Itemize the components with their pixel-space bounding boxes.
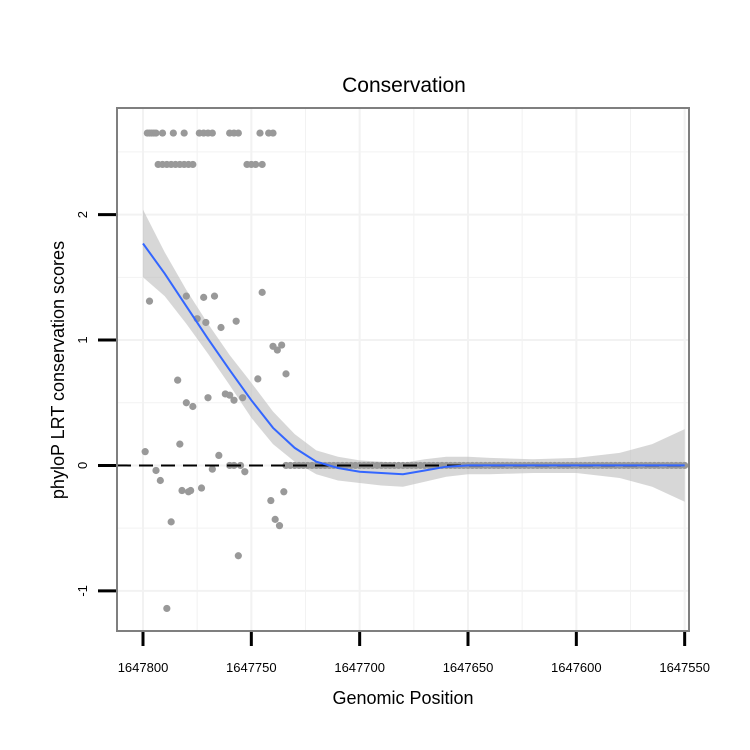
- confidence-band: [143, 209, 685, 502]
- y-tick-label: 0: [75, 462, 90, 469]
- x-tick-label: 1647750: [226, 660, 277, 675]
- data-point: [197, 484, 206, 492]
- data-point: [258, 160, 266, 169]
- y-tick-label: 2: [75, 211, 90, 218]
- x-axis-title: Genomic Position: [332, 688, 473, 708]
- data-point: [189, 402, 197, 411]
- data-point: [208, 465, 216, 473]
- y-tick-label: 1: [75, 336, 90, 343]
- data-point: [200, 293, 208, 301]
- data-point: [202, 318, 210, 327]
- data-point: [182, 292, 190, 300]
- data-point: [241, 468, 249, 476]
- x-tick-label: 1647600: [551, 660, 602, 675]
- x-tick-label: 1647550: [659, 660, 710, 675]
- data-point: [234, 552, 242, 560]
- data-point: [269, 129, 277, 137]
- data-point: [182, 399, 190, 407]
- data-point: [271, 515, 279, 523]
- chart-title: Conservation: [342, 74, 466, 97]
- x-tick-label: 1647800: [118, 660, 169, 675]
- data-point: [252, 160, 260, 169]
- data-point: [267, 496, 275, 505]
- data-point: [254, 375, 262, 383]
- data-point: [178, 486, 186, 495]
- smooth-line-layer: [142, 242, 685, 476]
- data-point: [204, 394, 212, 402]
- data-point: [234, 129, 242, 137]
- x-tick-label: 1647650: [443, 660, 494, 675]
- data-point: [145, 297, 154, 305]
- data-point: [280, 488, 288, 496]
- smooth-trend-line: [142, 242, 685, 476]
- data-point: [180, 129, 188, 137]
- data-point: [210, 292, 219, 300]
- data-point: [232, 317, 240, 325]
- data-point: [163, 604, 171, 613]
- data-point: [239, 394, 247, 402]
- data-point: [226, 391, 234, 399]
- data-point: [152, 129, 160, 137]
- data-point: [208, 129, 216, 137]
- panel-border: [116, 107, 690, 632]
- data-point: [258, 288, 266, 296]
- data-point: [278, 341, 286, 349]
- data-point: [187, 486, 195, 495]
- data-point: [174, 376, 182, 384]
- data-point: [169, 129, 177, 137]
- y-axis: -1 0 1 2: [75, 211, 116, 597]
- y-tick-label: -1: [75, 585, 90, 597]
- data-point: [282, 370, 290, 378]
- data-point: [167, 518, 175, 526]
- x-axis: 1647800 1647750 1647700 1647650 1647600 16475…: [118, 632, 710, 675]
- data-point: [141, 448, 149, 456]
- data-point: [215, 451, 223, 460]
- data-point: [176, 440, 184, 448]
- data-point: [275, 522, 284, 530]
- data-point: [189, 160, 197, 169]
- data-point: [230, 396, 238, 404]
- y-axis-title: phyloP LRT conservation scores: [48, 241, 68, 499]
- x-tick-label: 1647700: [334, 660, 385, 675]
- data-point: [217, 323, 225, 332]
- data-point: [156, 476, 164, 485]
- data-point: [273, 346, 281, 354]
- data-point: [152, 466, 160, 475]
- confidence-band-layer: [143, 209, 685, 502]
- data-point: [256, 129, 264, 137]
- points-layer: [141, 129, 689, 613]
- data-point: [158, 129, 167, 137]
